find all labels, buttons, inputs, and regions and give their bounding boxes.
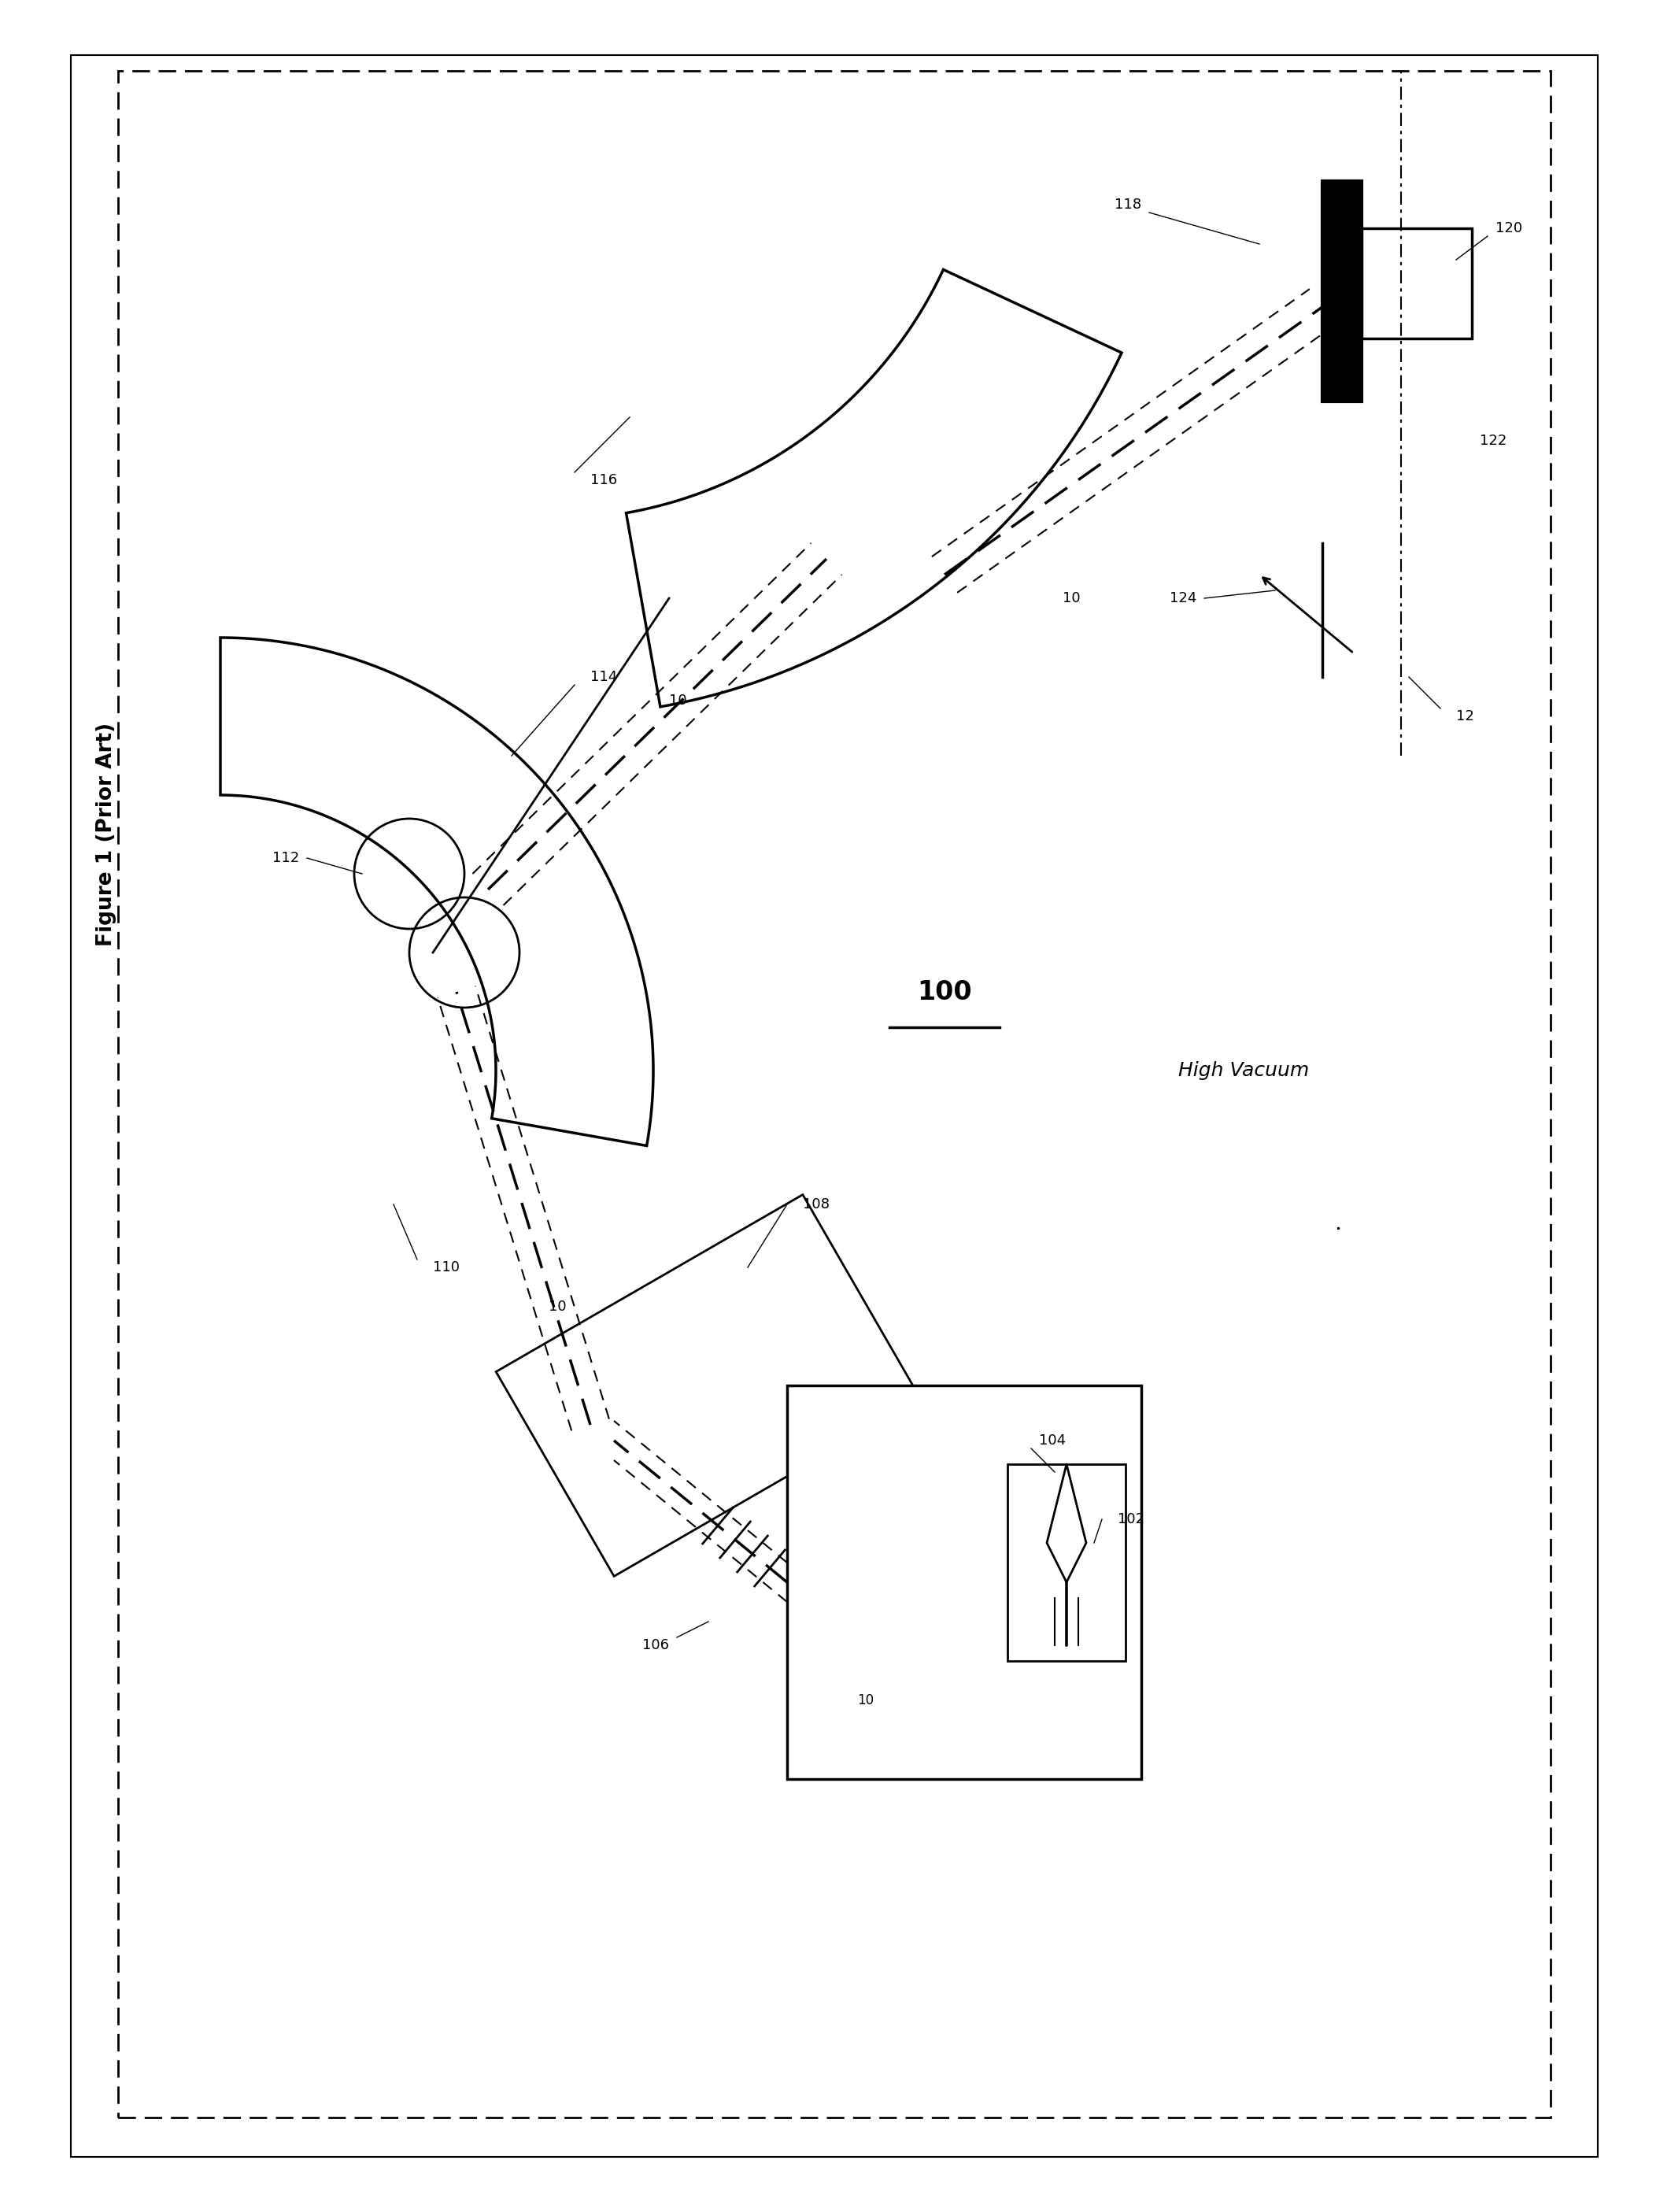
Text: 118: 118	[1115, 197, 1141, 212]
Polygon shape	[627, 270, 1121, 708]
Text: 104: 104	[1039, 1433, 1066, 1447]
Polygon shape	[221, 637, 653, 1146]
Text: 114: 114	[590, 670, 617, 684]
Text: 120: 120	[1496, 221, 1522, 234]
Text: 108: 108	[802, 1197, 829, 1212]
Text: 10: 10	[1063, 591, 1081, 606]
Text: High Vacuum: High Vacuum	[1178, 1062, 1308, 1079]
Text: 112: 112	[272, 852, 299, 865]
Text: 106: 106	[642, 1639, 668, 1652]
Bar	[1322, 181, 1362, 400]
Text: 100: 100	[917, 980, 973, 1004]
Text: 10: 10	[548, 1301, 566, 1314]
Text: 116: 116	[590, 473, 617, 487]
Bar	[119, 71, 1551, 2117]
Bar	[787, 1385, 1141, 1778]
Polygon shape	[496, 1194, 921, 1577]
Text: 122: 122	[1481, 434, 1507, 447]
Bar	[1362, 228, 1472, 338]
Text: 102: 102	[1118, 1513, 1145, 1526]
Text: 110: 110	[433, 1261, 460, 1274]
Text: 12: 12	[1455, 710, 1474, 723]
Text: 10: 10	[668, 695, 687, 708]
Bar	[1008, 1464, 1126, 1661]
Text: Figure 1 (Prior Art): Figure 1 (Prior Art)	[95, 723, 117, 947]
Text: 10: 10	[857, 1692, 874, 1708]
Text: 124: 124	[1170, 591, 1196, 606]
